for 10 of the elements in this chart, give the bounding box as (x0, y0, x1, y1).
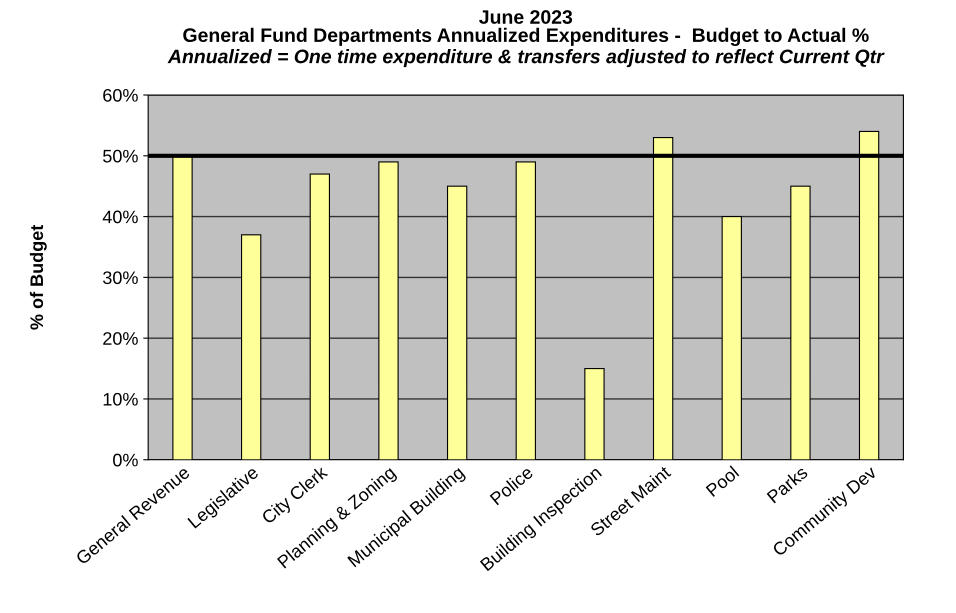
y-tick-label: 0% (113, 454, 138, 466)
y-tick-label: 50% (103, 150, 138, 163)
chart-title: June 2023 General Fund Departments Annualized Expenditures - Budget to Actual % (183, 10, 869, 46)
y-tick-label: 10% (104, 392, 138, 406)
y-tick-label: 30% (103, 271, 138, 284)
chart-subtitle: Annualized = One time expenditure & transfers adjusted to reflect Current Qtr (168, 49, 885, 68)
y-tick-label: 40% (102, 210, 138, 224)
y-tick-label: 20% (103, 332, 138, 345)
y-axis-title: % of Budget (30, 224, 47, 330)
y-tick-label: 60% (103, 88, 138, 102)
